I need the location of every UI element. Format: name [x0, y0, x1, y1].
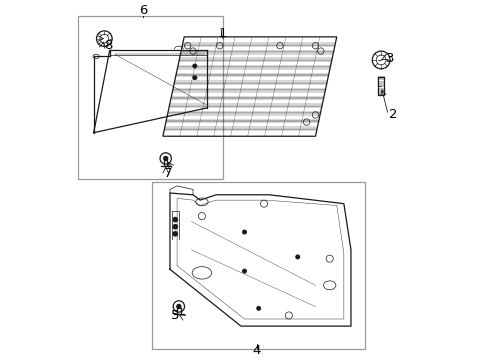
Text: 7: 7 — [163, 167, 172, 180]
Circle shape — [177, 305, 181, 309]
Circle shape — [173, 217, 177, 222]
Circle shape — [163, 157, 167, 161]
Text: 4: 4 — [252, 345, 261, 357]
Bar — [78, 15, 223, 179]
Text: 1: 1 — [219, 27, 227, 40]
Circle shape — [295, 255, 299, 259]
Text: 3: 3 — [385, 52, 393, 65]
Circle shape — [193, 64, 196, 68]
Text: 6: 6 — [139, 4, 147, 17]
Text: 5: 5 — [171, 309, 179, 322]
Bar — [163, 159, 167, 166]
Circle shape — [256, 307, 260, 310]
Circle shape — [173, 232, 177, 236]
Circle shape — [193, 76, 196, 80]
Bar — [152, 183, 365, 349]
Circle shape — [242, 230, 246, 234]
Bar — [378, 77, 383, 95]
Circle shape — [173, 225, 177, 229]
Text: 2: 2 — [388, 108, 397, 121]
Bar — [177, 307, 180, 314]
Text: 8: 8 — [103, 39, 112, 52]
Circle shape — [242, 269, 246, 273]
